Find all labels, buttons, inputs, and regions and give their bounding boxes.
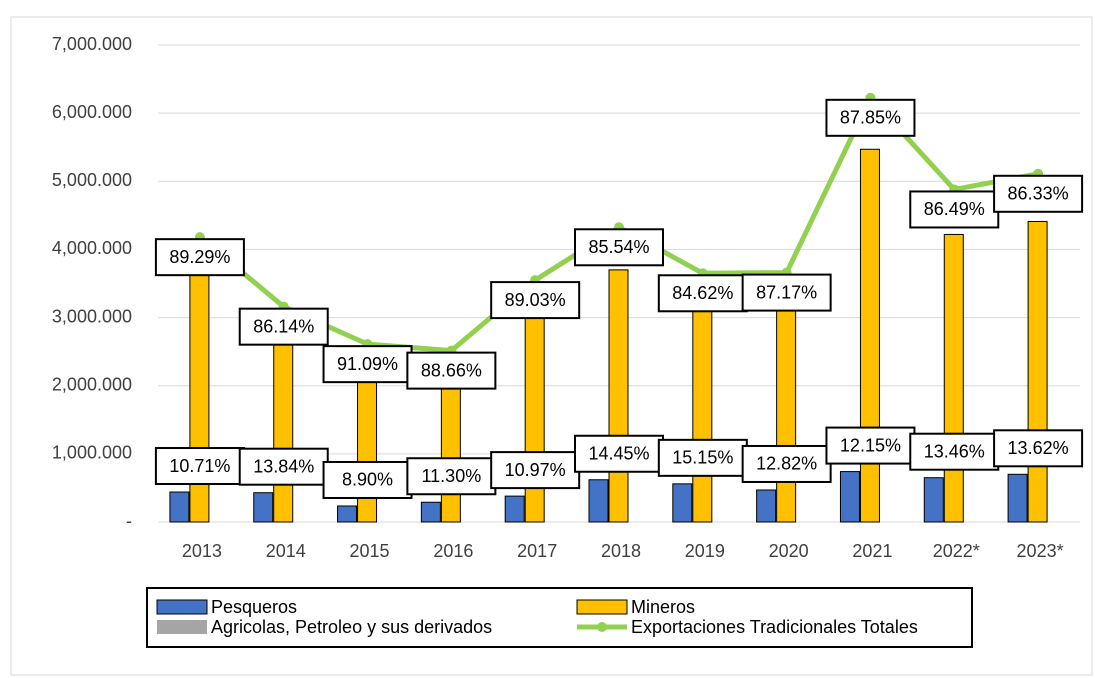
legend-box bbox=[146, 587, 973, 648]
y-tick-label: 1,000.000 bbox=[52, 443, 132, 463]
data-label: 14.45% bbox=[588, 444, 649, 464]
data-label-box bbox=[574, 228, 664, 267]
data-label-box bbox=[909, 190, 1000, 229]
data-label-box bbox=[741, 273, 832, 312]
x-tick-label: 2014 bbox=[266, 541, 306, 561]
data-label-box bbox=[657, 274, 748, 313]
bar bbox=[273, 336, 294, 523]
data-label: 11.30% bbox=[422, 466, 482, 486]
x-tick-label: 2016 bbox=[433, 541, 473, 561]
data-label-box bbox=[909, 432, 1000, 471]
data-label: 85.54% bbox=[588, 237, 649, 257]
data-label: 13.84% bbox=[253, 456, 314, 476]
bar bbox=[253, 492, 274, 523]
legend-swatch bbox=[597, 622, 607, 632]
data-label: 8.90% bbox=[342, 470, 393, 490]
legend-label: Mineros bbox=[631, 597, 695, 617]
x-tick-label: 2022* bbox=[933, 541, 980, 561]
data-label: 89.03% bbox=[505, 290, 566, 310]
data-label-box bbox=[825, 426, 916, 465]
data-label-box bbox=[574, 434, 664, 473]
data-label: 86.49% bbox=[924, 199, 985, 219]
y-tick-label: 2,000.000 bbox=[52, 374, 132, 394]
bar bbox=[776, 304, 797, 523]
data-label-box bbox=[322, 460, 413, 499]
data-label-box bbox=[238, 447, 329, 486]
y-tick-label: - bbox=[126, 511, 132, 531]
data-label-box bbox=[825, 98, 916, 137]
legend-label: Agricolas, Petroleo y sus derivados bbox=[211, 617, 492, 637]
chart-frame bbox=[10, 16, 1093, 676]
y-tick-label: 6,000.000 bbox=[52, 102, 132, 122]
bar bbox=[672, 483, 693, 523]
data-label-box bbox=[406, 351, 497, 390]
bar bbox=[1007, 473, 1028, 523]
bar bbox=[608, 269, 629, 523]
bar bbox=[337, 505, 358, 523]
data-label: 10.71% bbox=[169, 456, 230, 476]
data-label-box bbox=[993, 174, 1084, 213]
bar bbox=[524, 306, 545, 523]
data-label: 13.62% bbox=[1008, 438, 1069, 458]
bar bbox=[588, 479, 609, 523]
data-label: 86.14% bbox=[253, 316, 314, 336]
bar bbox=[839, 471, 860, 523]
data-label: 10.97% bbox=[505, 460, 566, 480]
data-label-box bbox=[490, 281, 581, 320]
data-label-box bbox=[993, 429, 1084, 468]
x-tick-label: 2021 bbox=[852, 541, 892, 561]
x-tick-label: 2018 bbox=[601, 541, 641, 561]
bar bbox=[169, 491, 190, 523]
bar bbox=[943, 233, 964, 523]
data-label: 87.17% bbox=[756, 282, 817, 302]
legend-swatch bbox=[576, 599, 628, 615]
data-label-box bbox=[406, 457, 497, 496]
bar bbox=[756, 489, 777, 523]
data-label-box bbox=[657, 438, 748, 477]
data-label: 88.66% bbox=[421, 360, 482, 380]
data-label-box bbox=[154, 238, 245, 277]
bar bbox=[504, 495, 525, 523]
bar bbox=[440, 369, 461, 523]
x-tick-label: 2013 bbox=[182, 541, 222, 561]
data-label: 15.15% bbox=[672, 448, 733, 468]
legend-swatch bbox=[157, 620, 207, 634]
data-label: 12.82% bbox=[756, 454, 817, 474]
x-tick-label: 2017 bbox=[517, 541, 557, 561]
x-tick-label: 2023* bbox=[1017, 541, 1064, 561]
data-label: 86.33% bbox=[1008, 184, 1069, 204]
data-label: 13.46% bbox=[924, 441, 985, 461]
legend-label: Pesqueros bbox=[211, 597, 297, 617]
y-tick-label: 4,000.000 bbox=[52, 238, 132, 258]
data-label-box bbox=[490, 451, 581, 490]
legend-swatch bbox=[156, 599, 208, 615]
data-label: 12.15% bbox=[840, 435, 901, 455]
y-tick-label: 7,000.000 bbox=[52, 34, 132, 54]
data-label-box bbox=[322, 345, 413, 384]
y-tick-label: 3,000.000 bbox=[52, 306, 132, 326]
data-label-box bbox=[741, 444, 832, 483]
data-label: 89.29% bbox=[169, 247, 230, 267]
x-tick-label: 2020 bbox=[769, 541, 809, 561]
bar bbox=[923, 477, 944, 523]
bar bbox=[859, 148, 880, 523]
bar bbox=[420, 501, 441, 523]
x-tick-label: 2015 bbox=[350, 541, 390, 561]
data-label: 84.62% bbox=[672, 283, 733, 303]
data-label: 91.09% bbox=[337, 354, 398, 374]
x-tick-label: 2019 bbox=[685, 541, 725, 561]
bar bbox=[1027, 220, 1048, 523]
data-label-box bbox=[238, 307, 329, 346]
legend-label: Exportaciones Tradicionales Totales bbox=[631, 617, 918, 637]
bar bbox=[692, 310, 713, 523]
y-tick-label: 5,000.000 bbox=[52, 170, 132, 190]
data-label: 87.85% bbox=[840, 108, 901, 128]
